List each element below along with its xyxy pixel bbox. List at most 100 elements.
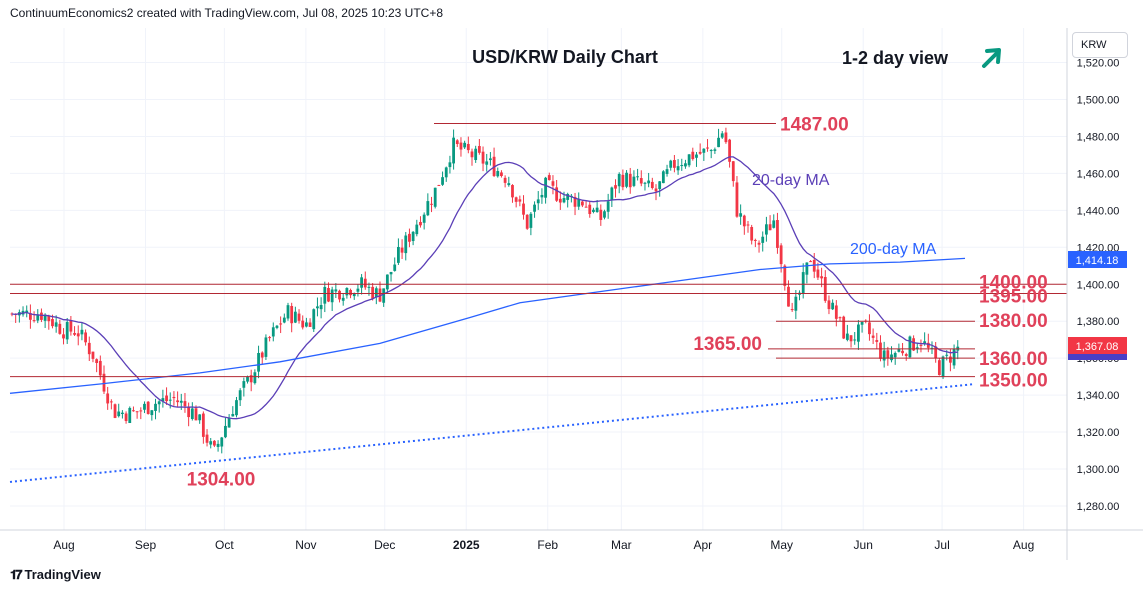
candle-body bbox=[176, 400, 179, 403]
candle-body bbox=[731, 161, 735, 182]
level-label-1365-00: 1365.00 bbox=[693, 334, 762, 355]
candle-body bbox=[179, 400, 183, 403]
y-tick-label: 1,520.00 bbox=[1077, 58, 1120, 70]
candle-body bbox=[301, 320, 305, 328]
tradingview-icon: 𝟏𝟕 bbox=[10, 567, 23, 582]
support-trendline bbox=[9, 383, 976, 483]
candle-body bbox=[702, 148, 706, 153]
candle-body bbox=[275, 325, 279, 328]
y-tick-label: 1,280.00 bbox=[1077, 501, 1120, 513]
candle-body bbox=[382, 288, 386, 303]
candle-body bbox=[29, 313, 32, 320]
candle-body bbox=[102, 373, 106, 392]
y-tick-label: 1,480.00 bbox=[1077, 131, 1120, 143]
candle-body bbox=[768, 224, 772, 231]
candle-body bbox=[433, 187, 437, 207]
candle-body bbox=[319, 305, 323, 310]
candle-body bbox=[80, 329, 84, 335]
candle-body bbox=[235, 400, 238, 416]
candle-body bbox=[533, 204, 536, 212]
candle-body bbox=[477, 146, 481, 153]
candle-body bbox=[216, 443, 220, 447]
candle-body bbox=[897, 349, 901, 352]
y-tick-label: 1,380.00 bbox=[1077, 316, 1120, 328]
candle-body bbox=[639, 178, 643, 184]
candle-body bbox=[941, 356, 945, 378]
candle-body bbox=[305, 322, 308, 327]
candle-body bbox=[426, 201, 430, 216]
candle-body bbox=[69, 320, 73, 332]
x-tick-label: Apr bbox=[694, 538, 713, 552]
candle-body bbox=[194, 408, 198, 421]
candle-body bbox=[779, 245, 783, 265]
candle-body bbox=[753, 239, 757, 241]
currency-button[interactable]: KRW bbox=[1072, 32, 1128, 58]
candle-body bbox=[728, 139, 731, 162]
candle-body bbox=[937, 360, 941, 376]
candle-body bbox=[231, 413, 235, 417]
candle-body bbox=[628, 173, 632, 188]
candle-body bbox=[625, 172, 628, 187]
candle-body bbox=[857, 324, 860, 342]
candle-body bbox=[308, 322, 312, 327]
view-label: 1-2 day view bbox=[842, 48, 949, 68]
candle-body bbox=[201, 413, 205, 437]
candle-body bbox=[827, 300, 831, 310]
candle-body bbox=[879, 342, 882, 359]
candle-body bbox=[573, 196, 577, 207]
candle-body bbox=[695, 154, 698, 158]
price-axis[interactable]: 1,520.00 1,500.00 1,480.00 1,460.00 1,440.00… bbox=[1077, 58, 1120, 513]
candle-body bbox=[393, 264, 397, 271]
candle-body bbox=[121, 412, 124, 415]
candle-body bbox=[709, 150, 713, 152]
level-label-1380-00: 1380.00 bbox=[979, 311, 1048, 332]
candle-body bbox=[150, 410, 154, 416]
candle-body bbox=[257, 352, 260, 372]
candle-body bbox=[838, 317, 842, 319]
candle-body bbox=[360, 277, 363, 288]
candle-body bbox=[227, 417, 231, 428]
candle-body bbox=[882, 350, 886, 361]
candle-body bbox=[610, 187, 614, 201]
candle-body bbox=[187, 406, 191, 418]
candle-body bbox=[669, 160, 673, 168]
candle-body bbox=[621, 174, 625, 188]
candle-body bbox=[43, 314, 47, 321]
candle-body bbox=[36, 315, 40, 321]
x-tick-label: 2025 bbox=[453, 538, 480, 552]
candle-body bbox=[801, 272, 805, 294]
candle-body bbox=[643, 182, 647, 184]
candle-body bbox=[849, 335, 853, 342]
candle-body bbox=[500, 172, 503, 177]
candle-body bbox=[334, 289, 338, 292]
candle-body bbox=[511, 185, 514, 198]
candle-body bbox=[374, 288, 378, 298]
candle-body bbox=[183, 401, 187, 407]
candle-body bbox=[157, 401, 161, 405]
level-label-1360-00: 1360.00 bbox=[979, 349, 1048, 370]
y-tick-label: 1,340.00 bbox=[1077, 390, 1120, 402]
x-tick-label: Feb bbox=[537, 538, 558, 552]
candle-body bbox=[297, 313, 301, 321]
plot-area bbox=[10, 28, 1067, 530]
candle-body bbox=[109, 401, 113, 403]
candle-body bbox=[555, 187, 559, 201]
candle-body bbox=[650, 181, 654, 189]
candle-body bbox=[687, 154, 691, 166]
candle-body bbox=[588, 204, 592, 215]
time-axis[interactable]: Aug Sep Oct Nov Dec 2025 Feb Mar Apr May Jun Jul Aug bbox=[53, 538, 1034, 552]
candle-body bbox=[713, 149, 717, 151]
x-tick-label: Jun bbox=[854, 538, 873, 552]
candle-body bbox=[106, 393, 110, 404]
level-label-1487-00: 1487.00 bbox=[780, 115, 849, 136]
candle-body bbox=[603, 211, 606, 218]
candle-body bbox=[949, 356, 952, 363]
candle-body bbox=[794, 296, 798, 311]
candle-body bbox=[54, 322, 58, 327]
candle-body bbox=[912, 338, 915, 351]
candle-body bbox=[577, 199, 581, 207]
candle-body bbox=[636, 176, 639, 178]
candle-body bbox=[238, 390, 242, 401]
